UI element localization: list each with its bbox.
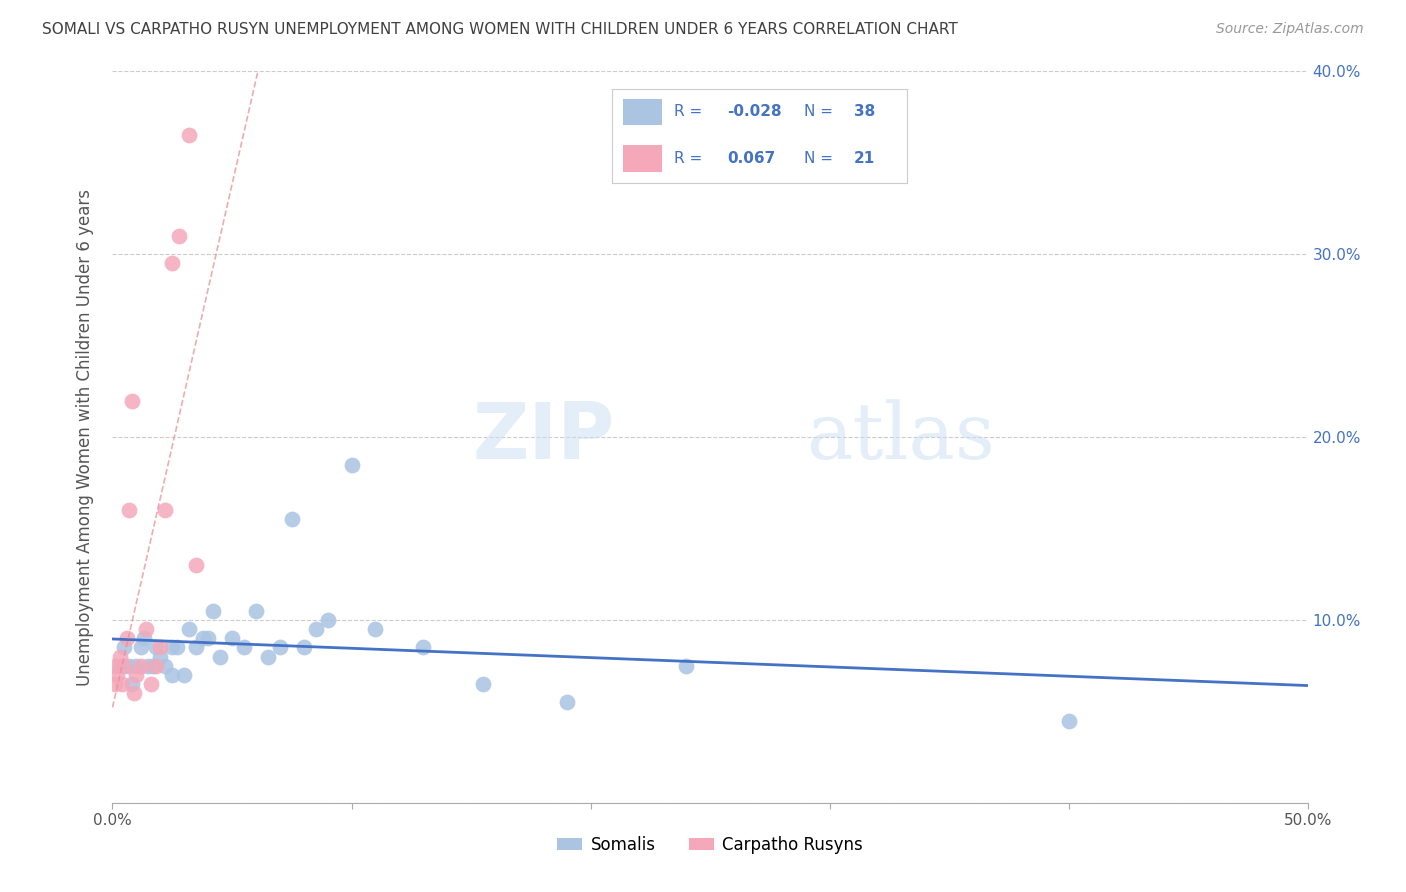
Point <box>111 677 134 691</box>
Text: Source: ZipAtlas.com: Source: ZipAtlas.com <box>1216 22 1364 37</box>
Point <box>132 632 155 646</box>
Point <box>129 640 152 655</box>
Point <box>173 667 195 681</box>
Point <box>269 640 291 655</box>
Text: N =: N = <box>804 151 838 166</box>
Text: R =: R = <box>673 151 707 166</box>
Point <box>221 632 243 646</box>
Point <box>104 658 127 673</box>
Point <box>201 604 224 618</box>
Point <box>257 649 280 664</box>
Text: 21: 21 <box>853 151 875 166</box>
Point <box>292 640 315 655</box>
Point <box>186 558 208 573</box>
Point <box>108 658 131 673</box>
Text: SOMALI VS CARPATHO RUSYN UNEMPLOYMENT AMONG WOMEN WITH CHILDREN UNDER 6 YEARS CO: SOMALI VS CARPATHO RUSYN UNEMPLOYMENT AM… <box>42 22 957 37</box>
Point <box>340 458 363 472</box>
Point <box>177 128 200 143</box>
Point <box>114 640 135 655</box>
Point <box>412 640 434 655</box>
Text: R =: R = <box>673 103 707 119</box>
Point <box>108 649 131 664</box>
Point <box>162 667 183 681</box>
Point <box>145 640 167 655</box>
Point <box>193 632 215 646</box>
Point <box>114 658 135 673</box>
Legend: Somalis, Carpatho Rusyns: Somalis, Carpatho Rusyns <box>551 829 869 860</box>
Point <box>233 640 256 655</box>
Point <box>162 640 183 655</box>
Point <box>197 632 219 646</box>
Point <box>153 503 176 517</box>
Point <box>675 658 697 673</box>
Point <box>281 512 304 526</box>
Point <box>305 622 328 636</box>
Point <box>135 622 157 636</box>
Text: N =: N = <box>804 103 838 119</box>
Point <box>139 677 162 691</box>
Point <box>149 640 172 655</box>
Point <box>245 604 267 618</box>
Point <box>153 658 176 673</box>
Point <box>118 503 141 517</box>
Point <box>1057 714 1080 728</box>
Text: atlas: atlas <box>806 400 994 475</box>
Point <box>166 640 188 655</box>
Point <box>118 658 141 673</box>
FancyBboxPatch shape <box>623 145 662 171</box>
Point <box>105 667 128 681</box>
Point <box>122 686 145 700</box>
Point <box>115 632 138 646</box>
Point <box>162 256 183 270</box>
Point <box>104 677 127 691</box>
Point <box>169 229 191 244</box>
Point <box>177 622 200 636</box>
Point <box>186 640 208 655</box>
Point <box>209 649 232 664</box>
Point <box>555 695 578 709</box>
Text: 0.067: 0.067 <box>727 151 775 166</box>
Point <box>149 649 172 664</box>
Point <box>145 658 167 673</box>
Text: ZIP: ZIP <box>472 399 614 475</box>
FancyBboxPatch shape <box>623 98 662 125</box>
Text: 38: 38 <box>853 103 875 119</box>
Y-axis label: Unemployment Among Women with Children Under 6 years: Unemployment Among Women with Children U… <box>76 188 94 686</box>
Point <box>472 677 495 691</box>
Point <box>125 658 148 673</box>
Point <box>364 622 387 636</box>
Point <box>121 393 143 408</box>
Point <box>142 658 165 673</box>
Point <box>125 667 148 681</box>
Point <box>138 658 160 673</box>
Text: -0.028: -0.028 <box>727 103 782 119</box>
Point <box>316 613 339 627</box>
Point <box>121 677 143 691</box>
Point <box>129 658 152 673</box>
